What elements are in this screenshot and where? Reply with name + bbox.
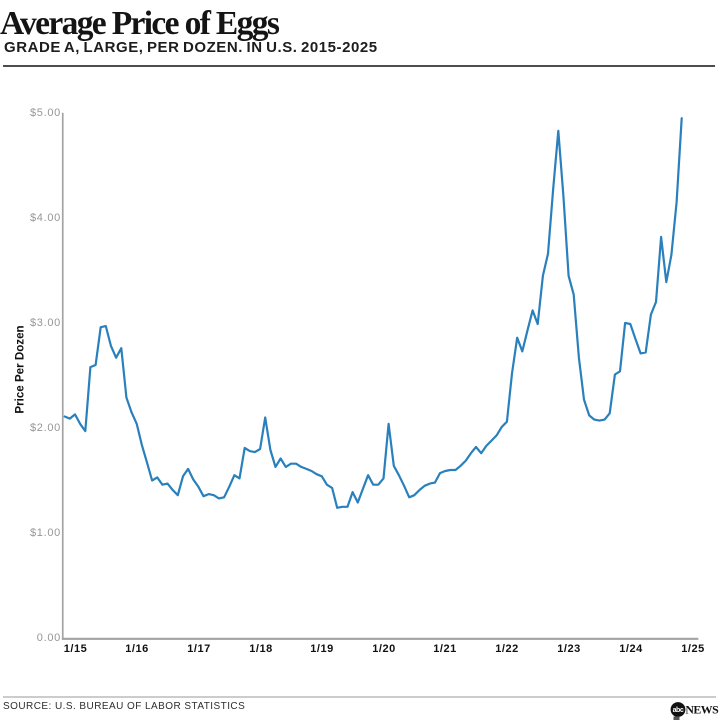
svg-text:$5.00: $5.00 bbox=[30, 107, 61, 119]
svg-text:1/18: 1/18 bbox=[249, 643, 273, 655]
svg-text:abc: abc bbox=[673, 707, 684, 714]
svg-text:1/21: 1/21 bbox=[433, 643, 457, 655]
svg-text:1/25: 1/25 bbox=[681, 643, 705, 655]
svg-text:1/15: 1/15 bbox=[64, 643, 88, 655]
svg-text:$3.00: $3.00 bbox=[30, 317, 61, 329]
svg-text:$4.00: $4.00 bbox=[30, 212, 61, 224]
svg-text:1/24: 1/24 bbox=[619, 643, 643, 655]
svg-text:1/20: 1/20 bbox=[372, 643, 396, 655]
svg-text:NEWS: NEWS bbox=[685, 703, 719, 717]
svg-text:$2.00: $2.00 bbox=[30, 422, 61, 434]
svg-text:1/19: 1/19 bbox=[310, 643, 334, 655]
svg-text:1/22: 1/22 bbox=[495, 643, 519, 655]
svg-text:1/17: 1/17 bbox=[187, 643, 211, 655]
svg-text:Price Per Dozen: Price Per Dozen bbox=[14, 325, 27, 413]
svg-text:1/16: 1/16 bbox=[125, 643, 149, 655]
svg-text:0.00: 0.00 bbox=[37, 632, 61, 644]
svg-text:$1.00: $1.00 bbox=[30, 527, 61, 539]
svg-text:1/23: 1/23 bbox=[557, 643, 581, 655]
